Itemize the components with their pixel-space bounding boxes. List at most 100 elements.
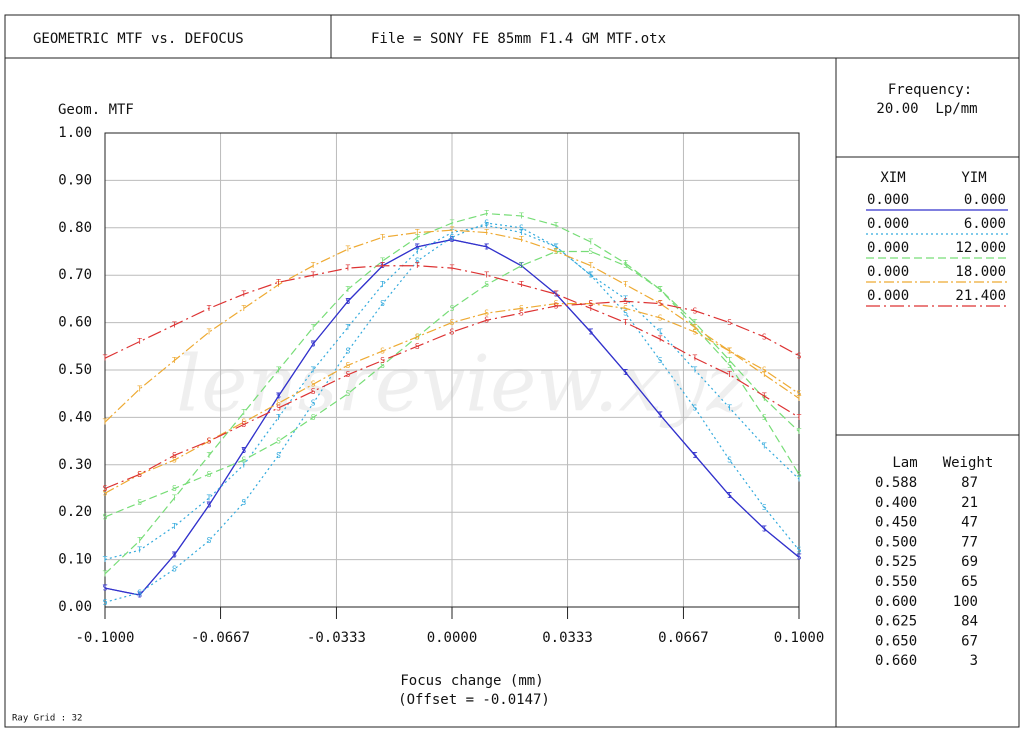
y-tick-label: 0.60: [58, 315, 92, 331]
curve-marker: S: [692, 328, 697, 337]
mtf-curve: [104, 222, 800, 603]
curve-marker: S: [137, 470, 142, 479]
curve-marker: S: [172, 484, 177, 493]
curve-marker: S: [311, 339, 316, 348]
curve-marker: T: [137, 337, 142, 346]
curve-marker: T: [623, 280, 628, 289]
curve-marker: T: [207, 493, 212, 502]
wavelength: 0.625: [875, 614, 917, 630]
curve-marker: S: [484, 280, 489, 289]
curve-marker: T: [588, 238, 593, 247]
wavelength: 0.450: [875, 515, 917, 531]
curve-marker: T: [450, 264, 455, 273]
curve-marker: T: [554, 221, 559, 230]
wavelength: 0.650: [875, 633, 917, 649]
curve-marker: S: [241, 420, 246, 429]
curve-marker: S: [727, 361, 732, 370]
curve-marker: T: [762, 392, 767, 401]
legend-yim: 21.400: [955, 288, 1006, 304]
mtf-curve: [104, 265, 800, 418]
y-tick-label: 0.70: [58, 267, 92, 283]
wavelength: 0.400: [875, 495, 917, 511]
curve-marker: T: [276, 280, 281, 289]
curve-marker: S: [345, 361, 350, 370]
curve-marker: T: [484, 209, 489, 218]
curve-marker: S: [623, 261, 628, 270]
curve-marker: S: [103, 489, 108, 498]
curve-marker: S: [207, 470, 212, 479]
curve-marker: S: [103, 598, 108, 607]
curve-marker: T: [415, 247, 420, 256]
weight: 69: [961, 554, 978, 570]
curve-marker: S: [103, 584, 108, 593]
curve-marker: S: [380, 356, 385, 365]
curve-marker: S: [311, 380, 316, 389]
curve-marker: S: [554, 299, 559, 308]
curve-marker: S: [554, 242, 559, 251]
curve-marker: T: [207, 451, 212, 460]
curve-marker: S: [207, 501, 212, 510]
curve-marker: S: [241, 418, 246, 427]
curve-marker: S: [658, 299, 663, 308]
curve-marker: S: [276, 392, 281, 401]
curve-marker: S: [727, 318, 732, 327]
curve-marker: T: [797, 427, 802, 436]
curve-marker: T: [241, 304, 246, 313]
curve-marker: T: [137, 384, 142, 393]
y-tick-label: 0.30: [58, 457, 92, 473]
x-tick-label: 0.0000: [427, 630, 478, 646]
curve-marker: T: [415, 228, 420, 237]
curve-marker: T: [692, 366, 697, 375]
curve-marker: T: [380, 256, 385, 265]
curve-marker: S: [415, 332, 420, 341]
curve-marker: S: [380, 361, 385, 370]
wavelength-header: Lam: [892, 455, 917, 471]
curve-marker: S: [623, 368, 628, 377]
curve-marker: T: [727, 403, 732, 412]
curve-marker: S: [450, 235, 455, 244]
curve-marker: T: [588, 261, 593, 270]
curve-marker: T: [762, 394, 767, 403]
curve-marker: S: [450, 328, 455, 337]
curve-marker: S: [554, 302, 559, 311]
weight: 67: [961, 633, 978, 649]
curve-marker: T: [623, 294, 628, 303]
curve-marker: T: [207, 328, 212, 337]
curve-marker: S: [415, 256, 420, 265]
curve-marker: S: [519, 261, 524, 270]
curve-marker: T: [623, 259, 628, 268]
curve-marker: S: [207, 536, 212, 545]
curve-marker: T: [172, 356, 177, 365]
plot-frame: [104, 132, 800, 608]
curve-marker: S: [762, 366, 767, 375]
mtf-curve: [104, 224, 800, 561]
curve-marker: S: [519, 309, 524, 318]
curve-marker: T: [345, 285, 350, 294]
mtf-curve: [104, 303, 800, 494]
curve-marker: T: [762, 370, 767, 379]
curve-marker: T: [241, 408, 246, 417]
curve-marker: T: [519, 280, 524, 289]
frequency-value: 20.00 Lp/mm: [876, 101, 977, 117]
x-tick-label: 0.1000: [774, 630, 825, 646]
curve-marker: S: [311, 399, 316, 408]
x-axis-note: (Offset = -0.0147): [398, 692, 550, 708]
curve-marker: S: [380, 299, 385, 308]
curve-marker: T: [276, 413, 281, 422]
legend-xim: 0.000: [867, 192, 909, 208]
curve-marker: S: [484, 309, 489, 318]
ray-grid: Ray Grid : 32: [12, 714, 82, 724]
header-title: GEOMETRIC MTF vs. DEFOCUS: [33, 31, 244, 47]
curve-marker: T: [103, 555, 108, 564]
curve-marker: T: [345, 264, 350, 273]
x-tick-label: 0.0667: [658, 630, 709, 646]
curve-marker: S: [345, 389, 350, 398]
curve-marker: T: [484, 228, 489, 237]
curve-marker: S: [450, 233, 455, 242]
curve-marker: S: [797, 553, 802, 562]
y-tick-label: 0.40: [58, 409, 92, 425]
curve-marker: T: [415, 261, 420, 270]
curve-marker: S: [484, 242, 489, 251]
curve-marker: S: [311, 387, 316, 396]
